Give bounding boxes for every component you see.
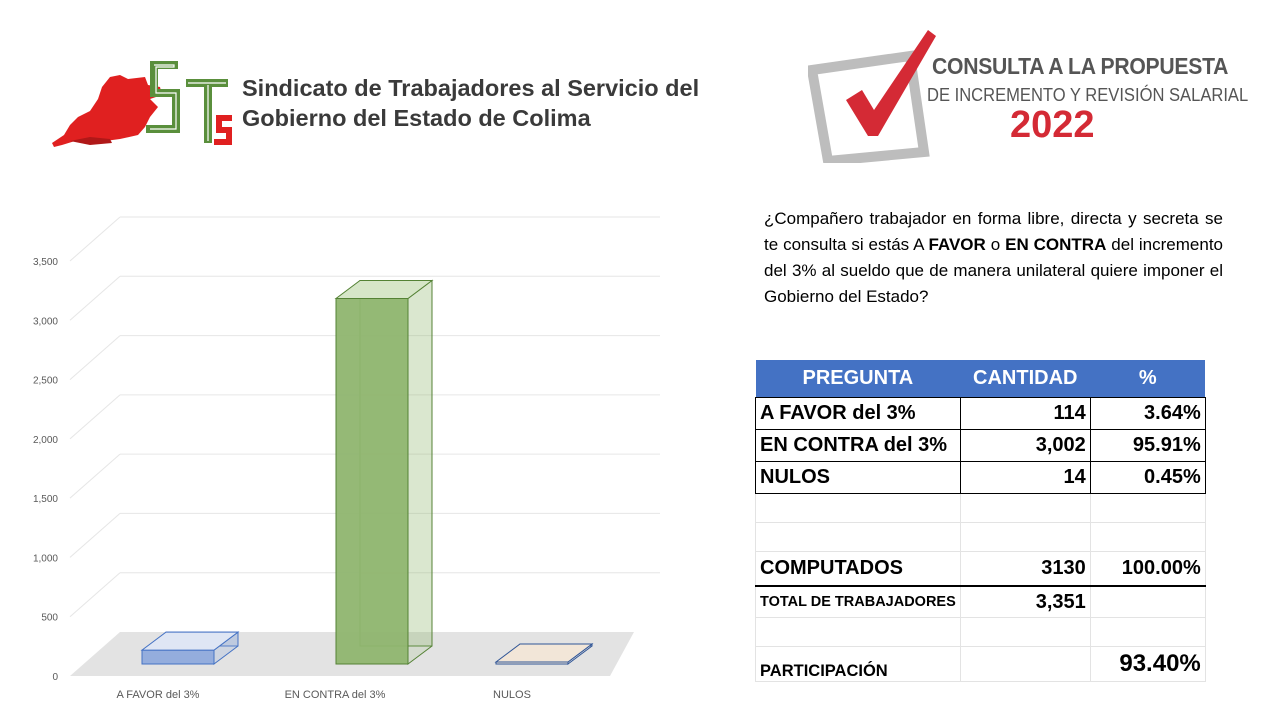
computed-row: COMPUTADOS 3130 100.00%: [755, 551, 1206, 587]
header-cantidad: CANTIDAD: [960, 360, 1091, 398]
row-pct: 3.64%: [1089, 397, 1206, 430]
header-percent: %: [1090, 360, 1206, 398]
bar-top-face: [334, 280, 434, 300]
bar-top-face: [140, 631, 240, 651]
gridline-side: [69, 216, 121, 262]
table-row: EN CONTRA del 3% 3,002 95.91%: [755, 429, 1206, 462]
computed-label: COMPUTADOS: [755, 551, 961, 587]
row-count: 3,002: [959, 429, 1091, 462]
participation-pct: 93.40%: [1089, 646, 1206, 682]
row-label: EN CONTRA del 3%: [755, 429, 961, 462]
question-part3: del incremento del 3% al sueldo que de m…: [764, 235, 1224, 306]
x-tick-label: EN CONTRA del 3%: [285, 689, 386, 701]
table-row-empty: [755, 493, 1206, 523]
results-table: PREGUNTA CANTIDAD % A FAVOR del 3% 114 3…: [755, 360, 1206, 682]
gridline-side: [69, 394, 121, 440]
row-pct: 0.45%: [1089, 461, 1206, 494]
table-row: A FAVOR del 3% 114 3.64%: [755, 397, 1206, 430]
participation-label: PARTICIPACIÓN: [755, 646, 961, 682]
x-tick-label: A FAVOR del 3%: [117, 689, 200, 701]
table-row: NULOS 14 0.45%: [755, 461, 1206, 494]
gridline-side: [69, 513, 121, 558]
x-tick-label: NULOS: [493, 689, 531, 701]
y-tick-label: 2,500: [33, 376, 58, 387]
total-label: TOTAL DE TRABAJADORES: [755, 585, 961, 618]
row-count: 114: [959, 397, 1091, 430]
y-tick-label: 500: [41, 613, 58, 624]
bar-top-face: [494, 643, 594, 663]
gridline-side: [69, 275, 121, 321]
table-row-empty: [755, 522, 1206, 552]
bar: [141, 649, 215, 665]
checkbox-check-icon: [808, 30, 936, 163]
participation-row: PARTICIPACIÓN 93.40%: [755, 646, 1206, 682]
question-bold-favor: FAVOR: [928, 235, 986, 254]
question-part1: ¿Compañero trabajador en forma libre, di…: [764, 209, 1223, 254]
union-name-line1: Sindicato de Trabajadores al Servicio de…: [242, 75, 700, 101]
bar: [335, 298, 409, 665]
question-bold-contra: EN CONTRA: [1005, 235, 1107, 254]
y-tick-label: 1,000: [33, 553, 58, 564]
gridline-side: [69, 335, 121, 380]
total-count: 3,351: [959, 585, 1091, 618]
y-tick-label: 3,000: [33, 316, 58, 327]
campaign-year: 2022: [1010, 104, 1095, 146]
union-name-line2: Gobierno del Estado de Colima: [242, 105, 591, 131]
y-tick-label: 1,500: [33, 494, 58, 505]
question-part2: o: [985, 235, 1006, 254]
question-text: ¿Compañero trabajador en forma libre, di…: [764, 206, 1223, 310]
header-pregunta: PREGUNTA: [755, 360, 961, 398]
union-logo-icon: [52, 61, 232, 147]
computed-count: 3130: [959, 551, 1091, 587]
gridline-side: [69, 572, 121, 618]
table-row-empty: [755, 617, 1206, 647]
results-chart: 0 500 1,000 1,500 2,000 2,500 3,000 3,500 A FAVO…: [33, 216, 660, 701]
bar-side-face: [407, 279, 433, 665]
row-label: A FAVOR del 3%: [755, 397, 961, 430]
campaign-subtitle: DE INCREMENTO Y REVISIÓN SALARIAL: [927, 85, 1249, 105]
campaign-title: CONSULTA A LA PROPUESTA: [932, 53, 1229, 79]
table-header-row: PREGUNTA CANTIDAD %: [755, 360, 1206, 398]
row-label: NULOS: [755, 461, 961, 494]
y-tick-label: 0: [52, 672, 58, 683]
union-name: Sindicato de Trabajadores al Servicio de…: [242, 73, 699, 133]
row-pct: 95.91%: [1089, 429, 1206, 462]
gridline-side: [69, 453, 121, 499]
row-count: 14: [959, 461, 1091, 494]
y-tick-label: 3,500: [33, 257, 58, 268]
computed-pct: 100.00%: [1089, 551, 1206, 587]
y-tick-label: 2,000: [33, 435, 58, 446]
total-row: TOTAL DE TRABAJADORES 3,351: [755, 585, 1206, 618]
